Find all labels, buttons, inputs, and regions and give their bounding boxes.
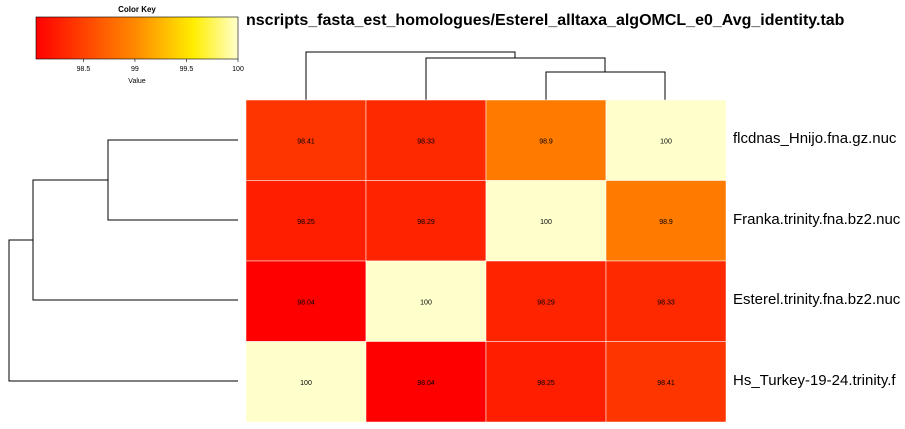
cell-label: 98.41 [297,138,315,145]
cell-label: 98.33 [417,138,435,145]
row-dendrogram [8,139,238,382]
cell-label: 98.9 [659,219,673,226]
cell-label: 98.04 [297,299,315,306]
chart-title: nscripts_fasta_est_homologues/Esterel_al… [246,12,845,29]
column-dendrogram [305,51,666,100]
cell-label: 98.41 [657,380,675,387]
row-label: flcdnas_Hnijo.fna.gz.nuc [733,130,897,147]
heatmap-cell [365,180,487,262]
color-key-xlabel: Value [128,78,145,85]
heatmap-cell [245,180,367,262]
heatmap-cells: 98.41 98.33 98.9 100 98.25 98.29 100 98.9 98.04 1… [245,99,727,423]
color-key-tick-label: 99.5 [180,66,194,73]
cell-label: 100 [300,380,312,387]
cell-label: 100 [420,299,432,306]
heatmap-cell [485,260,607,342]
heatmap-cell [245,99,367,181]
cell-label: 98.9 [539,138,553,145]
cell-label: 98.29 [537,299,555,306]
row-label: Hs_Turkey-19-24.trinity.f [733,372,896,389]
cell-label: 98.33 [657,299,675,306]
color-key: Color Key 98.5 99 99.5 100 Value [35,5,244,85]
heatmap-cell [365,260,487,342]
cell-label: 98.04 [417,380,435,387]
cell-label: 100 [660,138,672,145]
cell-label: 100 [540,219,552,226]
heatmap-cell [485,341,607,423]
heatmap-cell [365,99,487,181]
color-key-tick-label: 98.5 [77,66,91,73]
color-key-title: Color Key [118,5,156,14]
heatmap-cell [605,341,727,423]
heatmap-cell [245,341,367,423]
cell-label: 98.29 [417,219,435,226]
cell-label: 98.25 [537,380,555,387]
row-label: Franka.trinity.fna.bz2.nuc [733,211,901,228]
color-key-bar [35,16,239,60]
color-key-ticks: 98.5 99 99.5 100 [77,59,244,73]
row-label: Esterel.trinity.fna.bz2.nuc [733,291,901,308]
color-key-tick-label: 99 [131,66,139,73]
cell-label: 98.25 [297,219,315,226]
heatmap-cell [485,180,607,262]
heatmap-cell [365,341,487,423]
heatmap-cell [605,260,727,342]
heatmap-cell [605,99,727,181]
color-key-tick-label: 100 [232,66,244,73]
